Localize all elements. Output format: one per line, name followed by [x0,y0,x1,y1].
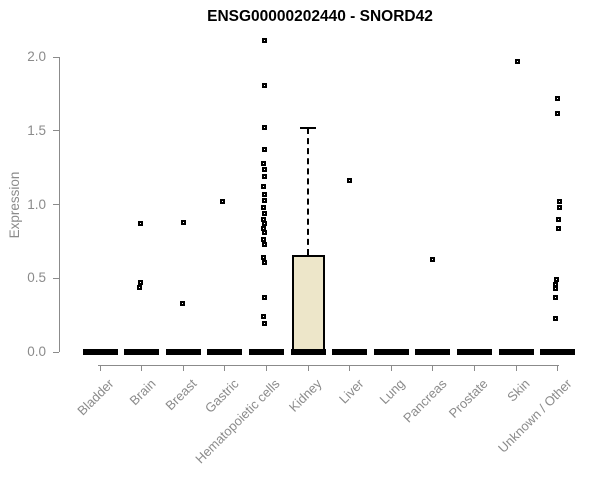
median-bar [165,349,201,355]
median-bar [332,349,368,355]
x-tick-mark [141,365,143,371]
whisker-line [307,127,309,255]
x-tick-mark [99,365,101,371]
data-point [556,225,562,231]
data-point [557,204,563,210]
y-tick-label: 0.0 [27,344,46,359]
data-point [514,58,520,64]
y-tick-label: 0.5 [27,270,46,286]
y-tick-mark [53,351,59,353]
data-point [260,204,266,210]
data-point [260,237,266,243]
data-point [260,314,266,320]
data-point [179,300,185,306]
y-tick-label: 1.0 [27,196,46,212]
data-point [261,230,267,236]
data-point [261,191,267,197]
data-point [261,259,267,265]
median-bar [207,349,243,355]
data-point [137,284,143,290]
data-point [553,315,559,321]
x-tick-mark [432,365,434,371]
data-point [554,277,560,283]
data-point [261,241,267,247]
data-point [261,210,267,216]
median-bar [82,349,118,355]
y-tick-mark [53,130,59,132]
data-point [347,178,353,184]
chart-title: ENSG00000202440 - SNORD42 [207,8,433,25]
data-point [261,147,267,153]
x-tick-mark [224,365,226,371]
data-point [260,160,266,166]
data-point [180,219,186,225]
data-point [220,199,226,205]
y-tick-mark [53,277,59,279]
data-point [261,173,267,179]
median-bar [498,349,534,355]
data-point [260,216,266,222]
box [291,254,325,355]
x-tick-mark [557,365,559,371]
y-tick-mark [53,204,59,205]
median-bar [456,349,492,355]
x-tick-mark [349,365,351,371]
data-point [553,294,559,300]
data-point [261,294,267,300]
median-bar [248,349,284,355]
data-point [553,286,559,292]
x-tick-mark [473,365,475,371]
data-point [261,125,267,131]
median-bar [290,349,326,355]
data-point [555,110,561,116]
data-point [261,197,267,203]
data-point [138,221,144,227]
median-bar [124,349,160,355]
x-tick-mark [265,365,267,371]
data-point [430,256,436,262]
median-bar [373,349,409,355]
data-point [261,321,267,327]
data-point [556,216,562,222]
x-tick-mark [182,365,184,371]
x-tick-mark [515,365,517,371]
y-tick-label: 2.0 [27,49,46,64]
median-bar [415,349,451,355]
data-point [261,82,267,88]
data-point [555,95,561,101]
y-tick-label: 1.5 [27,122,46,138]
data-point [261,166,267,172]
data-point [260,225,266,231]
median-bar [540,349,576,355]
x-tick-mark [307,365,309,371]
data-point [260,255,266,261]
y-axis-line [59,57,60,352]
data-point [261,221,267,227]
data-point [261,38,267,44]
y-tick-mark [53,56,59,58]
data-point [557,199,563,205]
data-point [138,280,144,286]
x-axis-line [98,365,559,366]
x-tick-mark [390,365,392,371]
data-point [260,184,266,190]
data-point [553,281,559,287]
